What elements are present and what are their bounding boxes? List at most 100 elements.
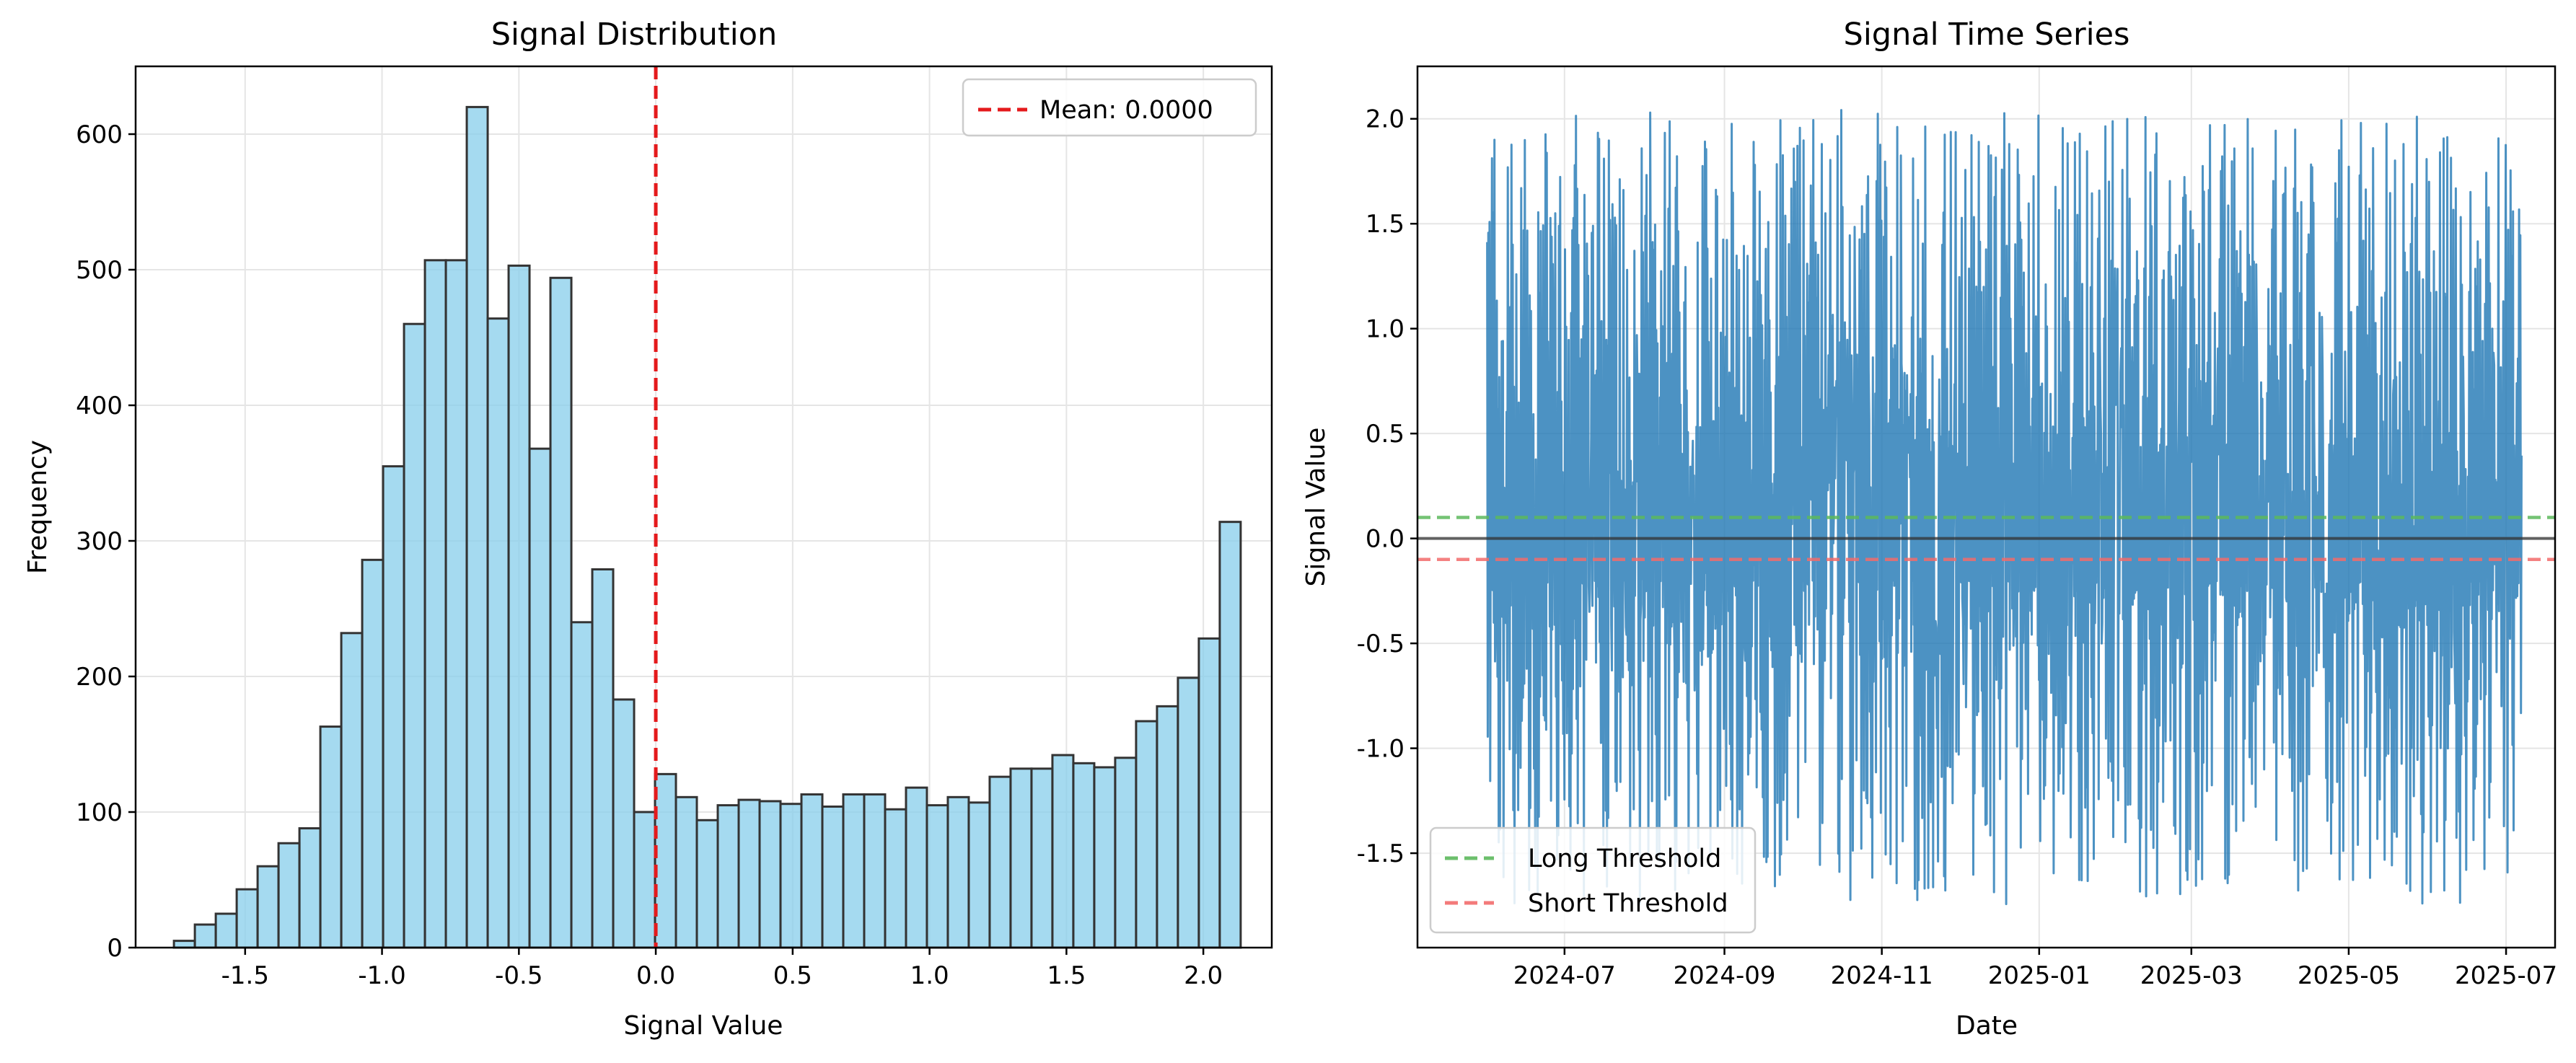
x-tick-label: 2024-07 [1513, 961, 1616, 990]
histogram-legend: Mean: 0.0000 [962, 78, 1257, 137]
y-tick-label: 100 [76, 798, 123, 827]
histogram-bar [674, 795, 698, 949]
histogram-x-ticks: -1.5 -1.0 -0.5 0.0 0.5 1.0 1.5 2.0 [221, 948, 1223, 990]
histogram-bar [1114, 757, 1138, 949]
histogram-bar [465, 105, 489, 949]
x-tick-label: 0.5 [773, 961, 812, 990]
y-tick-label: -0.5 [1357, 630, 1405, 658]
histogram-bars [172, 105, 1242, 949]
x-tick-label: -0.5 [495, 961, 542, 990]
timeseries-title: Signal Time Series [1844, 17, 2130, 53]
histogram-bar [612, 698, 636, 949]
x-tick-label: -1.0 [358, 961, 405, 990]
histogram-bar [758, 800, 782, 949]
histogram-bar [570, 621, 594, 949]
short-threshold-legend-label: Short Threshold [1528, 889, 1728, 918]
y-tick-label: 0.5 [1366, 420, 1405, 449]
timeseries-y-ticks: -1.5 -1.0 -0.5 0.0 0.5 1.0 1.5 2.0 [1357, 105, 1417, 868]
histogram-bar [403, 322, 426, 949]
histogram-grid [136, 66, 1272, 948]
y-tick-label: 400 [76, 392, 123, 420]
histogram-bar [1009, 767, 1033, 949]
histogram-bar [444, 259, 468, 949]
histogram-bar [967, 801, 991, 949]
y-tick-label: 2.0 [1366, 105, 1405, 134]
histogram-bar [737, 798, 761, 949]
y-tick-label: 200 [76, 663, 123, 692]
timeseries-legend: Long Threshold Short Threshold [1429, 826, 1757, 934]
timeseries-x-label: Date [1956, 1011, 2018, 1041]
x-tick-label: 2025-07 [2455, 961, 2557, 990]
histogram-bar [863, 793, 887, 949]
histogram-bar [905, 786, 928, 949]
histogram-bar [633, 811, 656, 949]
histogram-bar [821, 805, 845, 949]
x-tick-label: -1.5 [221, 961, 269, 990]
y-tick-label: 0.0 [1366, 525, 1405, 554]
histogram-bar [926, 804, 949, 949]
x-tick-label: 1.0 [910, 961, 949, 990]
histogram-bar [507, 264, 531, 949]
histogram-bar [946, 795, 970, 949]
histogram-x-label: Signal Value [624, 1011, 783, 1041]
threshold-lines [1417, 516, 2555, 561]
long-threshold-legend-label: Long Threshold [1528, 844, 1721, 873]
x-tick-label: 0.0 [636, 961, 675, 990]
histogram-bar [716, 804, 740, 949]
histogram-bar [1093, 766, 1117, 949]
x-tick-label: 2024-09 [1674, 961, 1776, 990]
histogram-bar [988, 775, 1012, 949]
timeseries-x-ticks: 2024-07 2024-09 2024-11 2025-01 2025-03 2025-… [1513, 948, 2557, 990]
y-tick-label: 300 [76, 527, 123, 556]
histogram-bar [1197, 637, 1221, 949]
histogram-bar [528, 447, 552, 949]
histogram-bar [695, 819, 719, 949]
timeseries-axes-frame [1416, 65, 2557, 949]
histogram-y-label: Frequency [23, 440, 53, 574]
histogram-bar [340, 632, 364, 949]
histogram-bar [1135, 720, 1159, 949]
y-tick-label: 600 [76, 120, 123, 149]
histogram-bar [256, 865, 280, 949]
y-tick-label: 500 [76, 256, 123, 285]
histogram-bar [361, 558, 384, 949]
timeseries-panel: Signal Time Series 2024-07 2024-09 2024-11… [1301, 17, 2557, 1041]
y-tick-label: -1.5 [1357, 839, 1405, 868]
histogram-bar [842, 793, 866, 949]
y-tick-label: 0 [107, 934, 123, 963]
x-tick-label: 2024-11 [1831, 961, 1933, 990]
x-tick-label: 2.0 [1184, 961, 1223, 990]
mean-legend-label: Mean: 0.0000 [1039, 96, 1213, 125]
histogram-bar [884, 808, 907, 949]
histogram-bar [235, 888, 259, 949]
histogram-title: Signal Distribution [491, 17, 778, 53]
histogram-bar [1218, 521, 1242, 949]
y-tick-label: -1.0 [1357, 735, 1405, 764]
x-tick-label: 2025-03 [2140, 961, 2243, 990]
histogram-bar [591, 568, 615, 949]
histogram-axes-frame [134, 65, 1273, 949]
histogram-bar [277, 842, 301, 949]
histogram-y-ticks: 0 100 200 300 400 500 600 [76, 120, 136, 963]
timeseries-legend-box [1429, 826, 1757, 934]
histogram-bar [1051, 754, 1075, 949]
x-tick-label: 2025-05 [2298, 961, 2400, 990]
histogram-bar [172, 940, 196, 949]
histogram-bar [779, 803, 803, 949]
histogram-bar [1072, 762, 1096, 949]
histogram-bar [654, 772, 677, 949]
histogram-bar [298, 827, 322, 949]
x-tick-label: 1.5 [1047, 961, 1086, 990]
histogram-bar [1030, 767, 1054, 949]
timeseries-y-label: Signal Value [1301, 428, 1331, 587]
y-tick-label: 1.5 [1366, 210, 1405, 239]
histogram-bar [214, 912, 238, 949]
histogram-bar [382, 465, 405, 949]
signal-series-line [1486, 109, 2523, 906]
histogram-bar [1156, 705, 1179, 949]
histogram-panel: Signal Distribution -1.5 -1.0 -0.5 0.0 0.5 1.… [23, 17, 1273, 1041]
histogram-bar [800, 793, 824, 949]
histogram-bar [193, 923, 217, 949]
x-tick-label: 2025-01 [1988, 961, 2091, 990]
